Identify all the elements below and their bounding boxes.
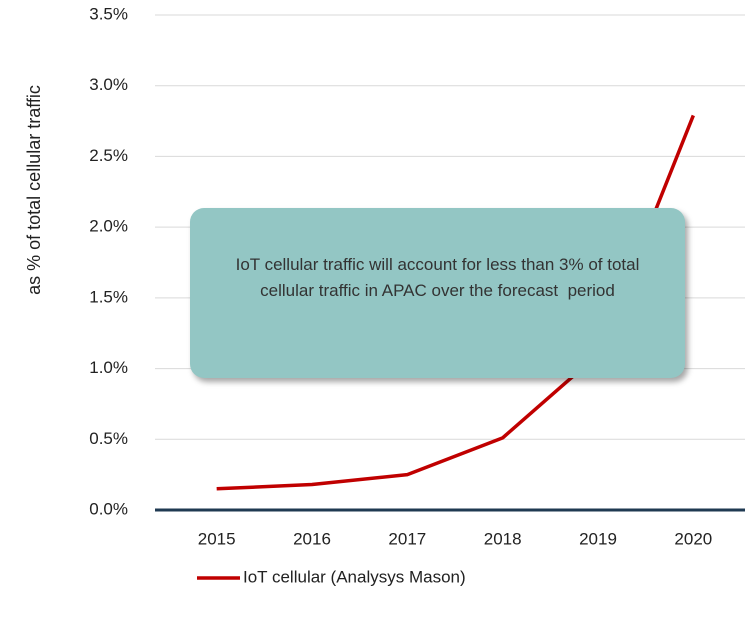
x-tick-label: 2017 [388,529,426,548]
y-tick-label: 3.0% [89,75,128,94]
y-tick-label: 0.0% [89,499,128,518]
legend-label: IoT cellular (Analysys Mason) [243,567,466,586]
y-tick-label: 2.0% [89,217,128,236]
x-tick-label: 2020 [674,529,712,548]
y-tick-label: 3.5% [89,4,128,23]
x-tick-label: 2019 [579,529,617,548]
y-tick-label: 2.5% [89,146,128,165]
y-tick-label: 0.5% [89,429,128,448]
x-tick-label: 2015 [198,529,236,548]
y-tick-label: 1.5% [89,287,128,306]
x-tick-label: 2016 [293,529,331,548]
annotation: IoT cellular traffic will account for le… [190,208,685,378]
x-tick-label: 2018 [484,529,522,548]
y-tick-label: 1.0% [89,358,128,377]
y-axis-label: as % of total cellular traffic [24,85,44,295]
